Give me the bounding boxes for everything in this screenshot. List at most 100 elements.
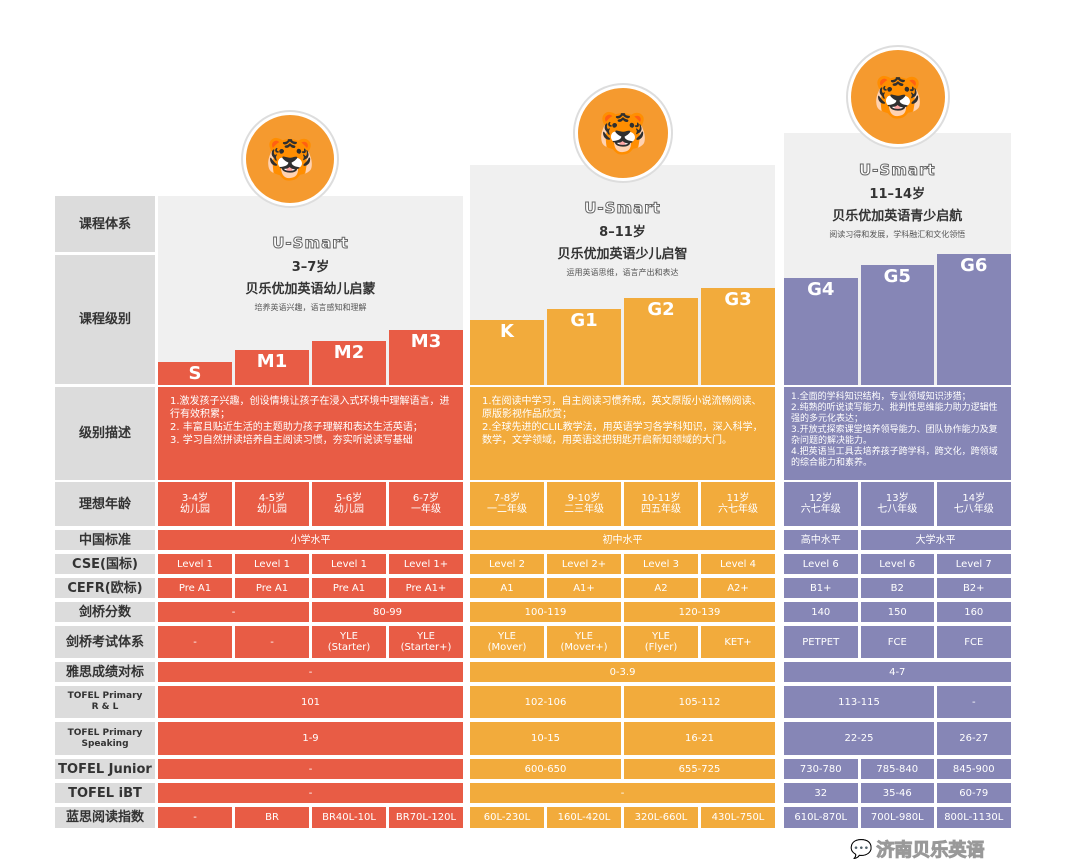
table-cell: YLE (Flyer) bbox=[624, 626, 698, 658]
table-cell: - bbox=[235, 626, 309, 658]
program-name: 贝乐优加英语青少启航 bbox=[832, 209, 963, 224]
table-cell: KET+ bbox=[701, 626, 775, 658]
table-cell: BR40L-10L bbox=[312, 807, 386, 828]
table-cell: 113-115 bbox=[784, 686, 934, 718]
program-age: 3–7岁 bbox=[291, 260, 330, 275]
program-brand: U-Smart bbox=[272, 234, 349, 253]
table-cell: - bbox=[158, 662, 463, 682]
table-cell: 11岁 六七年级 bbox=[701, 482, 775, 526]
table-cell: 12岁 六七年级 bbox=[784, 482, 858, 526]
table-cell: 1-9 bbox=[158, 722, 463, 755]
table-cell: 大学水平 bbox=[860, 530, 1011, 550]
table-cell: B1+ bbox=[784, 578, 858, 598]
level-s[interactable]: S bbox=[158, 362, 232, 385]
table-cell: 7-8岁 一二年级 bbox=[470, 482, 544, 526]
table-cell: A1 bbox=[470, 578, 544, 598]
level-description-orange: 1.在阅读中学习，自主阅读习惯养成，英文原版小说流畅阅读、原版影视作品欣赏； 2… bbox=[470, 387, 775, 480]
program-subtitle: 培养英语兴趣，语言感知和理解 bbox=[254, 303, 367, 312]
table-cell: 60L-230L bbox=[470, 807, 544, 828]
table-cell: A1+ bbox=[547, 578, 621, 598]
level-g2[interactable]: G2 bbox=[624, 298, 698, 385]
program-header-red: U-Smart 3–7岁贝乐优加英语幼儿启蒙培养英语兴趣，语言感知和理解 bbox=[158, 196, 463, 385]
table-cell: 160 bbox=[937, 602, 1011, 622]
tiger-mascot-with-bowtie-icon: 🐯 bbox=[243, 112, 337, 206]
table-cell: 101 bbox=[158, 686, 463, 718]
table-cell: A2 bbox=[624, 578, 698, 598]
program-brand: U-Smart bbox=[584, 199, 661, 218]
level-g6[interactable]: G6 bbox=[937, 254, 1011, 385]
table-cell: 35-46 bbox=[860, 783, 934, 803]
row-label: 中国标准 bbox=[55, 530, 155, 550]
table-cell: 120-139 bbox=[624, 602, 775, 622]
row-label: 理想年龄 bbox=[55, 482, 155, 526]
table-cell: 4-5岁 幼儿园 bbox=[235, 482, 309, 526]
program-name: 贝乐优加英语幼儿启蒙 bbox=[245, 282, 376, 297]
watermark: 💬 济南贝乐英语 bbox=[849, 836, 985, 862]
level-g1[interactable]: G1 bbox=[547, 309, 621, 385]
table-cell: FCE bbox=[937, 626, 1011, 658]
table-cell: 9-10岁 二三年级 bbox=[547, 482, 621, 526]
table-cell: 高中水平 bbox=[784, 530, 858, 550]
table-cell: 14岁 七八年级 bbox=[937, 482, 1011, 526]
table-cell: Level 6 bbox=[784, 554, 858, 574]
wechat-icon: 💬 bbox=[849, 838, 873, 860]
row-label: TOFEL Primary Speaking bbox=[55, 722, 155, 755]
table-cell: - bbox=[158, 807, 232, 828]
table-cell: Level 1 bbox=[235, 554, 309, 574]
table-cell: 655-725 bbox=[624, 759, 775, 779]
table-cell: 16-21 bbox=[624, 722, 775, 755]
table-cell: YLE (Mover+) bbox=[547, 626, 621, 658]
table-cell: 10-15 bbox=[470, 722, 621, 755]
row-label: 蓝思阅读指数 bbox=[55, 807, 155, 828]
table-cell: Level 6 bbox=[860, 554, 934, 574]
table-cell: 80-99 bbox=[312, 602, 463, 622]
table-cell: 730-780 bbox=[784, 759, 858, 779]
tiger-mascot-reading-book-icon: 🐯 bbox=[575, 85, 671, 181]
table-cell: - bbox=[158, 626, 232, 658]
table-cell: 60-79 bbox=[937, 783, 1011, 803]
table-cell: Level 4 bbox=[701, 554, 775, 574]
table-cell: A2+ bbox=[701, 578, 775, 598]
table-cell: BR70L-120L bbox=[389, 807, 463, 828]
watermark-text: 济南贝乐英语 bbox=[876, 840, 985, 862]
level-k[interactable]: K bbox=[470, 320, 544, 385]
table-cell: 600-650 bbox=[470, 759, 621, 779]
table-cell: Level 2+ bbox=[547, 554, 621, 574]
table-cell: 3-4岁 幼儿园 bbox=[158, 482, 232, 526]
table-cell: - bbox=[158, 602, 309, 622]
table-cell: 105-112 bbox=[624, 686, 775, 718]
table-cell: B2 bbox=[860, 578, 934, 598]
row-label: 剑桥分数 bbox=[55, 602, 155, 622]
level-m3[interactable]: M3 bbox=[389, 330, 463, 385]
table-cell: - bbox=[158, 783, 463, 803]
table-cell: 6-7岁 一年级 bbox=[389, 482, 463, 526]
table-cell: 5-6岁 幼儿园 bbox=[312, 482, 386, 526]
label-course-level: 课程级别 bbox=[55, 255, 155, 384]
level-g4[interactable]: G4 bbox=[784, 278, 858, 385]
table-cell: 4-7 bbox=[784, 662, 1011, 682]
level-g5[interactable]: G5 bbox=[860, 265, 934, 385]
level-g3[interactable]: G3 bbox=[701, 288, 775, 385]
table-cell: YLE (Starter+) bbox=[389, 626, 463, 658]
table-cell: - bbox=[937, 686, 1011, 718]
table-cell: 800L-1130L bbox=[937, 807, 1011, 828]
row-label: CEFR(欧标) bbox=[55, 578, 155, 598]
table-cell: 320L-660L bbox=[624, 807, 698, 828]
level-m2[interactable]: M2 bbox=[312, 341, 386, 385]
row-label: 雅思成绩对标 bbox=[55, 662, 155, 682]
row-label: 剑桥考试体系 bbox=[55, 626, 155, 658]
table-cell: YLE (Mover) bbox=[470, 626, 544, 658]
table-cell: Pre A1+ bbox=[389, 578, 463, 598]
table-cell: Level 3 bbox=[624, 554, 698, 574]
label-level-description: 级别描述 bbox=[55, 387, 155, 480]
table-cell: Level 2 bbox=[470, 554, 544, 574]
table-cell: Pre A1 bbox=[235, 578, 309, 598]
table-cell: Level 7 bbox=[937, 554, 1011, 574]
table-cell: 0-3.9 bbox=[470, 662, 775, 682]
table-cell: 26-27 bbox=[937, 722, 1011, 755]
row-label: TOFEL iBT bbox=[55, 783, 155, 803]
program-name: 贝乐优加英语少儿启智 bbox=[557, 247, 688, 262]
level-m1[interactable]: M1 bbox=[235, 350, 309, 385]
table-cell: FCE bbox=[860, 626, 934, 658]
table-cell: Pre A1 bbox=[312, 578, 386, 598]
